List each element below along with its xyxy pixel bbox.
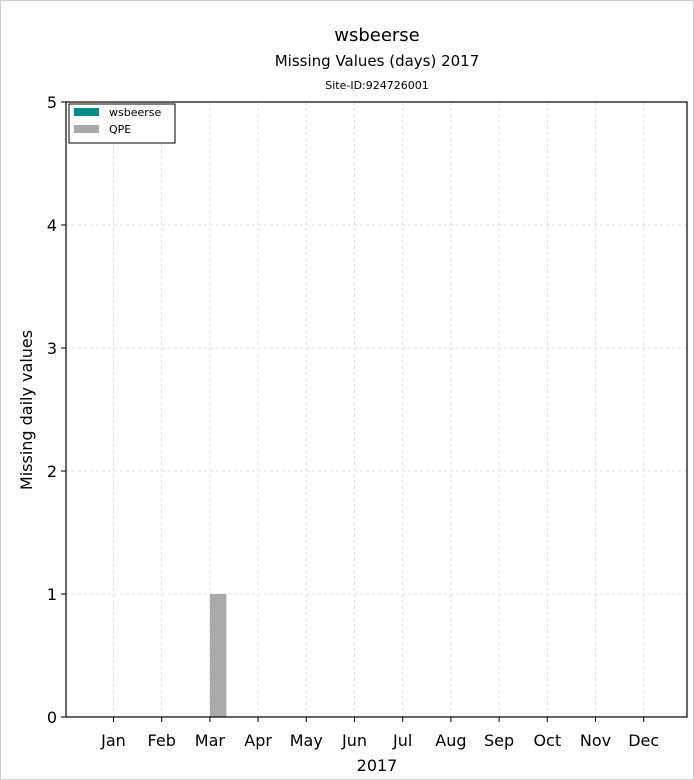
chart-subtitle: Missing Values (days) 2017	[275, 52, 480, 70]
legend-swatch	[74, 125, 99, 133]
x-axis-label: 2017	[357, 756, 398, 775]
y-tick-label: 0	[47, 708, 57, 727]
y-axis-ticks: 0 1 2 3 4 5	[47, 93, 66, 727]
x-tick-label: Jan	[100, 731, 126, 750]
x-tick-label: Aug	[435, 731, 466, 750]
legend-label: wsbeerse	[109, 106, 161, 119]
y-axis-label: Missing daily values	[17, 330, 36, 490]
x-axis-ticks: Jan Feb Mar Apr May Jun Jul Aug Sep Oct Nov Dec	[100, 717, 659, 750]
site-id-label: Site-ID:924726001	[325, 79, 429, 92]
plot-area-border	[65, 101, 688, 718]
y-tick-label: 3	[47, 339, 57, 358]
y-tick-label: 5	[47, 93, 57, 112]
grid-lines	[66, 102, 687, 717]
x-tick-label: Jul	[392, 731, 412, 750]
bars	[209, 594, 227, 717]
legend: wsbeerse QPE	[68, 103, 176, 144]
y-tick-label: 1	[47, 585, 57, 604]
x-tick-label: Mar	[195, 731, 226, 750]
x-tick-label: Nov	[580, 731, 611, 750]
y-tick-label: 4	[47, 216, 57, 235]
x-tick-label: May	[290, 731, 323, 750]
chart-title: wsbeerse	[334, 25, 420, 46]
legend-label: QPE	[109, 123, 131, 136]
legend-swatch	[74, 108, 99, 116]
y-tick-label: 2	[47, 462, 57, 481]
x-tick-label: Sep	[484, 731, 514, 750]
x-tick-label: Oct	[533, 731, 561, 750]
x-tick-label: Jun	[341, 731, 367, 750]
bar-qpe-mar	[209, 594, 227, 717]
x-tick-label: Feb	[148, 731, 176, 750]
x-tick-label: Apr	[244, 731, 272, 750]
x-tick-label: Dec	[628, 731, 659, 750]
